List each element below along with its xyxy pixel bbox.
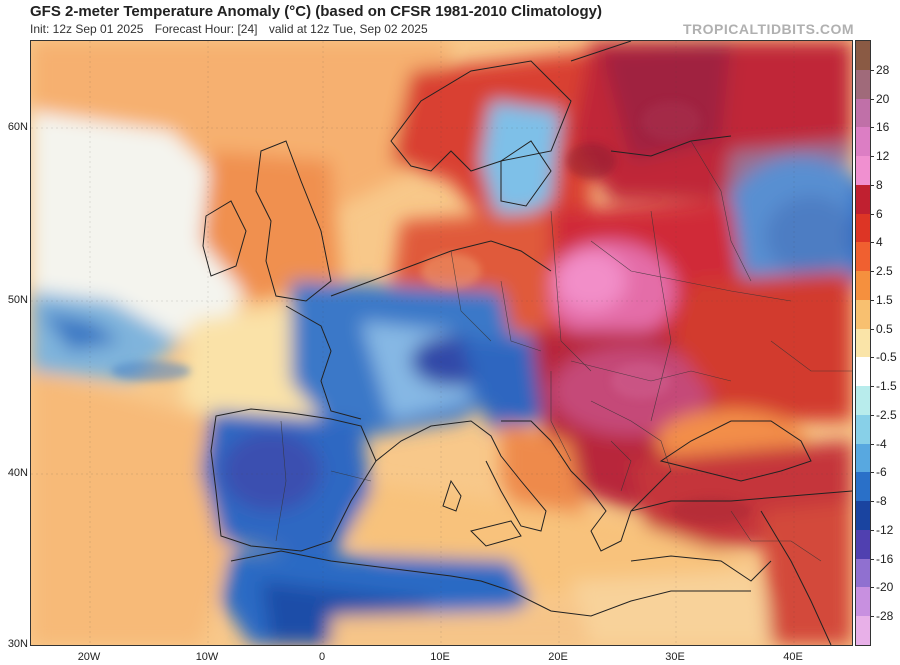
- colorbar: [855, 40, 871, 646]
- colorbar-label: 6: [876, 206, 883, 221]
- colorbar-swatch: [856, 69, 870, 99]
- anomaly-map[interactable]: [30, 40, 853, 646]
- map-title: GFS 2-meter Temperature Anomaly (°C) (ba…: [30, 3, 602, 20]
- lon-label-40e: 40E: [783, 651, 803, 663]
- colorbar-tick: [871, 69, 874, 71]
- colorbar-label: 2.5: [876, 264, 893, 279]
- colorbar-swatch: [856, 41, 870, 70]
- graticule: [31, 41, 852, 645]
- colorbar-tick: [871, 271, 874, 273]
- colorbar-swatch: [856, 127, 870, 156]
- anomaly-field: [31, 41, 852, 645]
- colorbar-tick: [871, 357, 874, 359]
- lat-label-40n: 40N: [7, 467, 28, 479]
- colorbar-tick: [871, 386, 874, 388]
- lat-label-30n: 30N: [7, 638, 28, 650]
- colorbar-swatch: [856, 616, 870, 645]
- colorbar-swatch: [856, 213, 870, 243]
- colorbar-label: 1.5: [876, 292, 893, 307]
- map-subtitle: Init: 12z Sep 01 2025 Forecast Hour: [24…: [30, 22, 436, 36]
- colorbar-label: 20: [876, 91, 890, 106]
- colorbar-swatch: [856, 328, 870, 358]
- colorbar-swatch: [856, 558, 870, 588]
- colorbar-tick: [871, 414, 874, 416]
- colorbar-label: -28: [876, 609, 894, 624]
- colorbar-tick: [871, 587, 874, 589]
- colorbar-label: 12: [876, 149, 890, 164]
- colorbar-swatch: [856, 386, 870, 415]
- colorbar-label: 28: [876, 62, 890, 77]
- lat-label-60n: 60N: [7, 121, 28, 133]
- brand-logo: TROPICALTIDBITS.COM: [682, 21, 854, 37]
- colorbar-swatch: [856, 184, 870, 214]
- colorbar-label: -20: [876, 580, 894, 595]
- colorbar-label: -12: [876, 522, 894, 537]
- colorbar-swatch: [856, 501, 870, 530]
- colorbar-tick: [871, 472, 874, 474]
- colorbar-tick: [871, 242, 874, 244]
- forecast-hour: Forecast Hour: [24]: [154, 22, 258, 36]
- colorbar-swatch: [856, 98, 870, 128]
- colorbar-label: -2.5: [876, 407, 897, 422]
- colorbar-tick: [871, 558, 874, 560]
- colorbar-swatch: [856, 443, 870, 473]
- colorbar-label: 0.5: [876, 321, 893, 336]
- colorbar-tick: [871, 328, 874, 330]
- lon-label-20e: 20E: [548, 651, 568, 663]
- colorbar-tick: [871, 299, 874, 301]
- lon-label-10e: 10E: [430, 651, 450, 663]
- colorbar-label: 4: [876, 235, 883, 250]
- colorbar-tick: [871, 616, 874, 618]
- colorbar-label: 16: [876, 120, 890, 135]
- map-canvas: [31, 41, 852, 645]
- colorbar-label: -4: [876, 436, 887, 451]
- colorbar-tick: [871, 98, 874, 100]
- country-borders: [275, 140, 852, 562]
- lat-label-50n: 50N: [7, 294, 28, 306]
- anomaly-texture: [111, 101, 751, 525]
- colorbar-swatch: [856, 299, 870, 329]
- colorbar-label: 8: [876, 177, 883, 192]
- colorbar-tick: [871, 443, 874, 445]
- lon-label-20w: 20W: [77, 651, 101, 663]
- colorbar-swatch: [856, 156, 870, 185]
- colorbar-label: -8: [876, 494, 887, 509]
- colorbar-swatch: [856, 357, 870, 386]
- colorbar-tick: [871, 213, 874, 215]
- coastlines: [202, 41, 852, 645]
- colorbar-label: -6: [876, 465, 887, 480]
- colorbar-swatch: [856, 587, 870, 616]
- valid-time: valid at 12z Tue, Sep 02 2025: [268, 22, 428, 36]
- colorbar-tick: [871, 127, 874, 129]
- colorbar-label: -16: [876, 551, 894, 566]
- colorbar-label: -1.5: [876, 379, 897, 394]
- colorbar-tick: [871, 156, 874, 158]
- colorbar-swatch: [856, 242, 870, 271]
- lon-label-0: 0: [318, 651, 326, 663]
- colorbar-swatch: [856, 472, 870, 501]
- colorbar-swatch: [856, 271, 870, 300]
- colorbar-tick: [871, 501, 874, 503]
- init-time: Init: 12z Sep 01 2025: [30, 22, 144, 36]
- colorbar-tick: [871, 529, 874, 531]
- lon-label-10w: 10W: [195, 651, 219, 663]
- colorbar-swatch: [856, 414, 870, 444]
- colorbar-swatch: [856, 529, 870, 559]
- colorbar-label: -0.5: [876, 350, 897, 365]
- lon-label-30e: 30E: [665, 651, 685, 663]
- colorbar-tick: [871, 184, 874, 186]
